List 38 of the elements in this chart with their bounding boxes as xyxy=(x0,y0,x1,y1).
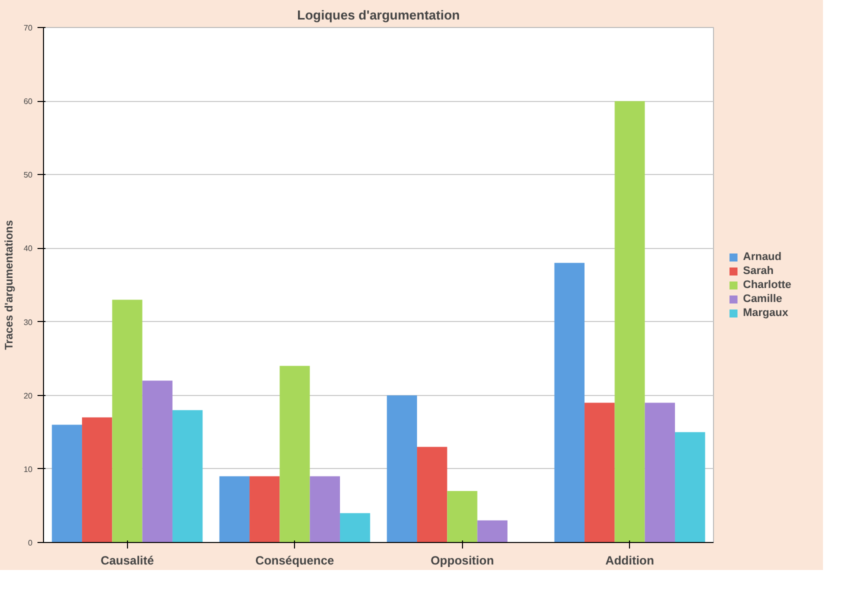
bar xyxy=(112,300,142,542)
bar xyxy=(447,491,478,542)
bar xyxy=(52,424,82,542)
bar xyxy=(614,101,645,542)
bar xyxy=(584,402,615,542)
legend-label: Charlotte xyxy=(743,278,792,290)
legend-label: Sarah xyxy=(743,264,774,276)
y-tick-label: 60 xyxy=(24,97,34,106)
x-tick-label: Opposition xyxy=(430,554,494,568)
legend-label: Arnaud xyxy=(743,250,782,262)
bar xyxy=(219,476,250,542)
bar xyxy=(310,476,340,542)
y-tick-label: 10 xyxy=(24,464,34,474)
bar xyxy=(417,446,448,542)
y-tick-label: 30 xyxy=(24,318,34,327)
y-tick-label: 50 xyxy=(24,170,34,180)
chart-title: Logiques d'argumentation xyxy=(297,8,460,22)
bar xyxy=(250,476,280,542)
bar xyxy=(340,513,370,542)
bar xyxy=(142,380,172,542)
y-tick-label: 0 xyxy=(28,538,34,548)
bar xyxy=(280,366,310,542)
bar xyxy=(644,402,675,542)
y-tick-label: 40 xyxy=(24,244,34,254)
legend-label: Margaux xyxy=(743,306,788,318)
x-tick-label: Causalité xyxy=(100,554,154,568)
bar xyxy=(172,410,203,542)
y-tick-label: 20 xyxy=(24,391,34,400)
x-tick-label: Conséquence xyxy=(255,554,334,568)
bar xyxy=(477,520,508,542)
bar xyxy=(386,395,418,542)
bar xyxy=(82,417,112,542)
y-axis-title: Traces d'argumentations xyxy=(4,220,16,350)
bar xyxy=(554,262,585,542)
x-tick-label: Addition xyxy=(605,554,654,568)
bar xyxy=(674,432,706,542)
y-tick-label: 70 xyxy=(24,24,34,32)
legend-label: Camille xyxy=(743,292,782,304)
